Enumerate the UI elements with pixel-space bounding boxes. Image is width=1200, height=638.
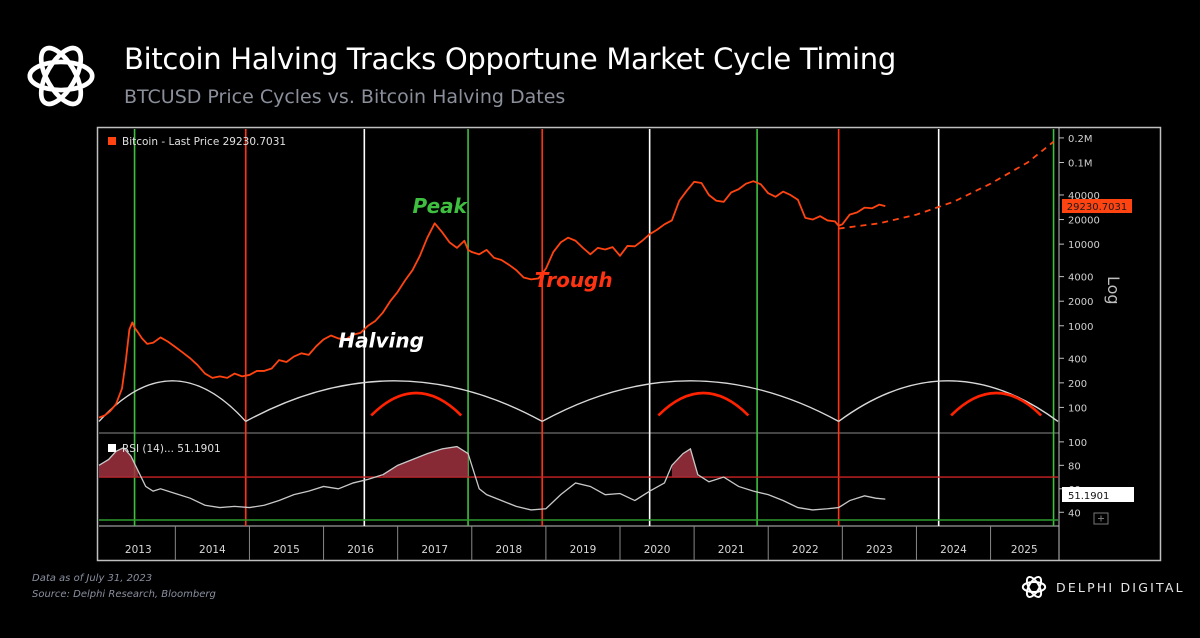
price-tick-label-7: 20000 bbox=[1068, 216, 1100, 227]
price-last-badge-text: 29230.7031 bbox=[1067, 202, 1127, 213]
delphi-logo-icon bbox=[27, 45, 95, 107]
legend-price: Bitcoin - Last Price 29230.7031 bbox=[108, 136, 286, 148]
cycle-arc-1 bbox=[245, 380, 543, 423]
brand: DELPHI DIGITAL bbox=[1020, 572, 1185, 602]
rsi-overbought-area-1 bbox=[382, 446, 469, 478]
legend-price-label: Bitcoin - Last Price 29230.7031 bbox=[122, 136, 286, 148]
rsi-overbought-area-0 bbox=[99, 447, 139, 478]
year-label-2024: 2024 bbox=[940, 544, 967, 556]
zoom-icon[interactable] bbox=[1093, 512, 1109, 525]
price-tick-label-4: 2000 bbox=[1068, 297, 1093, 308]
chart-frame bbox=[96, 126, 1162, 562]
year-label-2023: 2023 bbox=[866, 544, 893, 556]
price-tick-label-2: 400 bbox=[1068, 354, 1087, 365]
annotation-peak: Peak bbox=[412, 194, 468, 218]
price-line bbox=[98, 180, 886, 419]
price-projection-line bbox=[838, 140, 1055, 230]
halving-arc-1 bbox=[657, 391, 750, 417]
brand-name: DELPHI DIGITAL bbox=[1056, 579, 1185, 595]
price-tick-label-5: 4000 bbox=[1068, 273, 1093, 284]
page-subtitle: BTCUSD Price Cycles vs. Bitcoin Halving … bbox=[124, 86, 566, 108]
cycle-lines bbox=[133, 129, 1055, 526]
annotation-trough: Trough bbox=[535, 268, 613, 292]
y-axis-ticks: 100 200 400 1000 2000 4000 10000 20000 40000 0.1M… bbox=[1059, 134, 1100, 519]
price-tick-label-1: 200 bbox=[1068, 379, 1087, 390]
rsi-overbought-area-2 bbox=[671, 448, 698, 478]
halving-arc-0 bbox=[370, 391, 463, 417]
rsi-tick-label-2: 80 bbox=[1068, 461, 1081, 472]
footer-note: Data as of July 31, 2023 Source: Delphi … bbox=[32, 571, 216, 603]
rsi-bands bbox=[99, 476, 1058, 521]
rsi-fill bbox=[99, 446, 698, 478]
legend-rsi-label: RSI (14)... 51.1901 bbox=[122, 443, 221, 455]
rsi-series bbox=[98, 445, 886, 511]
price-tick-label-10: 0.2M bbox=[1068, 134, 1093, 145]
annotations: Peak Trough Halving bbox=[338, 194, 612, 353]
cycle-arc-2 bbox=[541, 380, 839, 423]
year-label-2019: 2019 bbox=[570, 544, 597, 556]
rsi-tick-label-0: 40 bbox=[1068, 508, 1081, 519]
year-label-2025: 2025 bbox=[1011, 544, 1038, 556]
year-label-2022: 2022 bbox=[792, 544, 819, 556]
rsi-last-badge-text: 51.1901 bbox=[1068, 491, 1109, 502]
rsi-last-badge: 51.1901 bbox=[1062, 487, 1134, 502]
cycle-arc-3 bbox=[838, 380, 1059, 422]
price-tick-label-8: 40000 bbox=[1068, 191, 1100, 202]
year-label-2021: 2021 bbox=[718, 544, 745, 556]
year-label-2017: 2017 bbox=[421, 544, 448, 556]
rsi-line bbox=[98, 445, 886, 511]
halving-arcs bbox=[98, 380, 1059, 423]
x-axis-labels: 2013 2014 2015 2016 2017 2018 2019 2020 2021 2022… bbox=[125, 526, 1038, 560]
legend-rsi: RSI (14)... 51.1901 bbox=[108, 443, 221, 455]
year-label-2020: 2020 bbox=[644, 544, 671, 556]
price-tick-label-0: 100 bbox=[1068, 403, 1087, 414]
rsi-tick-label-3: 100 bbox=[1068, 438, 1087, 449]
legend-price-swatch bbox=[108, 137, 116, 145]
rsi-last-badge-bg bbox=[1062, 487, 1134, 502]
year-label-2015: 2015 bbox=[273, 544, 300, 556]
price-last-badge: 29230.7031 bbox=[1062, 199, 1132, 213]
data-as-of: Data as of July 31, 2023 bbox=[32, 573, 153, 584]
year-label-2016: 2016 bbox=[347, 544, 374, 556]
price-tick-label-6: 10000 bbox=[1068, 240, 1100, 251]
log-axis-label: Log bbox=[1104, 276, 1123, 305]
delphi-knot-icon bbox=[1021, 575, 1047, 599]
year-label-2018: 2018 bbox=[495, 544, 522, 556]
page-title: Bitcoin Halving Tracks Opportune Market … bbox=[124, 42, 896, 76]
price-tick-label-9: 0.1M bbox=[1068, 158, 1093, 169]
price-tick-label-3: 1000 bbox=[1068, 322, 1093, 333]
year-label-2014: 2014 bbox=[199, 544, 226, 556]
source-note: Source: Delphi Research, Bloomberg bbox=[32, 589, 216, 600]
annotation-halving: Halving bbox=[338, 329, 424, 353]
halving-arc-2 bbox=[950, 391, 1043, 417]
legend-rsi-swatch bbox=[108, 444, 116, 452]
price-series bbox=[98, 140, 1055, 419]
year-label-2013: 2013 bbox=[125, 544, 152, 556]
price-last-badge-bg bbox=[1062, 199, 1132, 213]
btc-cycle-chart: 100 200 400 1000 2000 4000 10000 20000 40000 0.1M… bbox=[96, 126, 1162, 562]
